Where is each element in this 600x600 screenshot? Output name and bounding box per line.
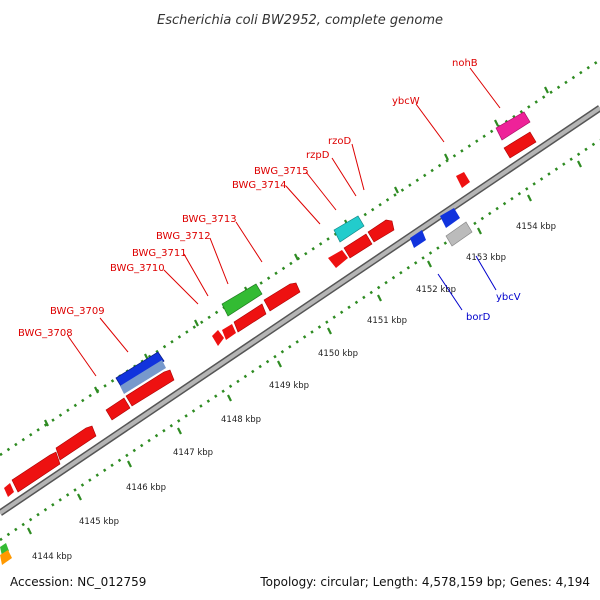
gene-arrow [233,303,267,333]
kbp-label: 4154 kbp [516,222,556,232]
gene-label-bord: borD [466,312,491,323]
genome-summary-text: Topology: circular; Length: 4,578,159 bp… [259,575,590,589]
gene-arrow [333,215,365,243]
gene-label-ybcw: ybcW [392,96,420,107]
gene-arrow [212,330,224,346]
gene-label-bwg-3712: BWG_3712 [156,231,211,242]
gene-labels: BWG_3708 BWG_3709 BWG_3710 BWG_3711 BWG_… [18,58,521,339]
gene-label-bwg-3714: BWG_3714 [232,180,287,191]
gene-arrow [456,172,470,188]
accession-text: Accession: NC_012759 [10,575,146,589]
gene-arrow [222,324,236,340]
gene-arrow [503,131,537,159]
kbp-label: 4147 kbp [173,448,213,458]
gene-arrow [0,543,9,556]
kbp-label: 4150 kbp [318,349,358,359]
kbp-major-ticks [27,160,582,535]
gene-label-rzod: rzoD [328,136,351,147]
genome-backbone [0,105,600,516]
kbp-label: 4153 kbp [466,253,506,263]
outer-major-ticks [44,86,549,427]
gene-arrow [495,111,531,141]
gene-arrow [115,351,165,389]
gene-label-rzpd: rzpD [306,150,330,161]
kbp-label: 4151 kbp [367,316,407,326]
gene-arrow [105,397,131,421]
label-connectors [67,67,501,377]
gene-arrow [0,550,12,565]
forward-genes [0,111,537,565]
gene-label-bwg-3710: BWG_3710 [110,263,165,274]
kbp-label: 4144 kbp [32,552,72,562]
gene-arrow [328,250,348,268]
gene-arrow [445,221,473,247]
gene-label-bwg-3713: BWG_3713 [182,214,237,225]
gene-arrow [55,425,97,461]
kbp-label: 4149 kbp [269,381,309,391]
inner-tick-track [0,138,600,542]
gene-arrow [263,282,301,312]
kbp-label: 4146 kbp [126,483,166,493]
gene-arrow [120,360,166,394]
gene-arrow [4,483,14,497]
gene-label-bwg-3715: BWG_3715 [254,166,309,177]
gene-label-bwg-3709: BWG_3709 [50,306,105,317]
reverse-genes [410,208,473,248]
gene-arrow [221,283,263,317]
gene-label-ybcv: ybcV [496,292,521,303]
gene-label-bwg-3708: BWG_3708 [18,328,73,339]
gene-arrow [11,451,61,493]
kbp-label: 4148 kbp [221,415,261,425]
gene-label-nohb: nohB [452,58,478,69]
gene-arrow [367,219,395,243]
gene-arrow [440,208,460,228]
kbp-labels: 4144 kbp 4145 kbp 4146 kbp 4147 kbp 4148… [32,222,556,562]
kbp-label: 4152 kbp [416,285,456,295]
gene-label-bwg-3711: BWG_3711 [132,248,187,259]
map-title: Escherichia coli BW2952, complete genome [157,13,443,28]
gene-arrow [125,369,175,407]
gene-arrow [410,230,426,248]
kbp-label: 4145 kbp [79,517,119,527]
gene-arrow [343,233,373,259]
outer-tick-track [0,58,600,457]
